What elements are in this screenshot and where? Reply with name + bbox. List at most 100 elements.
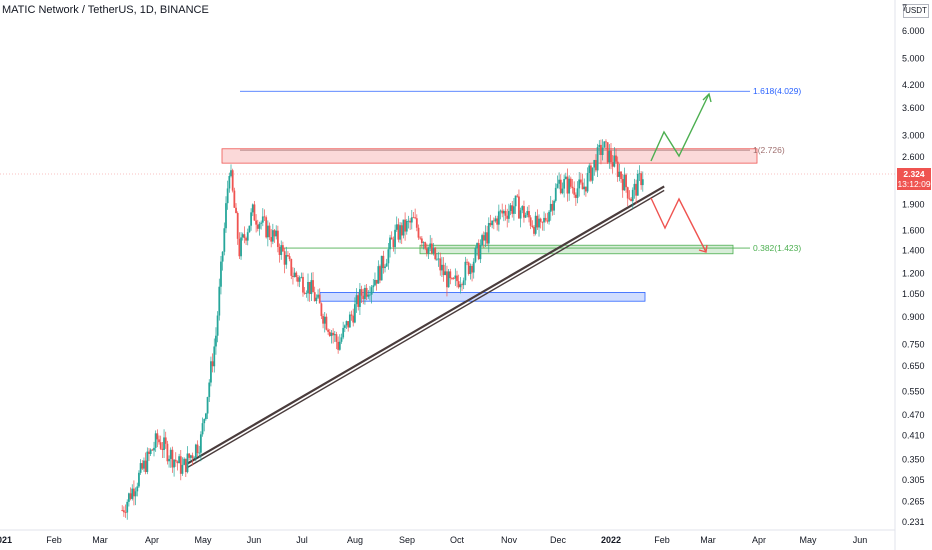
candle-body xyxy=(260,222,263,224)
candle-body xyxy=(402,219,405,236)
candle-body xyxy=(631,189,634,202)
candle-body xyxy=(523,206,525,218)
time-tick-label: Jun xyxy=(853,535,868,545)
candle-body xyxy=(437,258,440,260)
candle-body xyxy=(454,275,457,279)
candle-body xyxy=(173,459,175,468)
candle-body xyxy=(579,179,582,183)
candle-body xyxy=(502,210,505,214)
candle-body xyxy=(519,210,522,219)
candle-body xyxy=(317,294,319,298)
trendline-parallel xyxy=(185,189,665,469)
bearish-projection-arrow xyxy=(650,197,707,253)
candle-body xyxy=(255,220,258,225)
candle-body xyxy=(337,341,340,350)
candle-body xyxy=(372,285,375,288)
current-price-badge: 2.324 13:12:09 xyxy=(897,168,931,190)
candle-body xyxy=(600,144,602,155)
candle-body xyxy=(153,447,155,451)
candle-body xyxy=(578,179,581,189)
candle-body xyxy=(246,232,249,241)
candle-body xyxy=(266,225,269,238)
candle-body xyxy=(193,457,196,459)
candle-body xyxy=(333,334,336,336)
candle-body xyxy=(126,501,129,513)
candle-body xyxy=(536,215,539,228)
candle-body xyxy=(390,237,393,240)
time-tick-label: Nov xyxy=(501,535,518,545)
candle-body xyxy=(620,171,622,180)
candle-body xyxy=(148,451,150,454)
candle-body xyxy=(538,218,540,228)
candle-body xyxy=(544,217,547,221)
candle-body xyxy=(563,178,566,189)
candle-body xyxy=(533,226,535,234)
candle-body xyxy=(216,315,219,336)
candle-body xyxy=(248,225,251,233)
candle-body xyxy=(543,217,545,223)
candle-body xyxy=(151,449,154,451)
candle-body xyxy=(133,488,135,497)
candle-body xyxy=(161,448,164,450)
price-tick-label: 1.600 xyxy=(902,225,925,235)
candle-body xyxy=(295,272,298,278)
price-tick-label: 6.000 xyxy=(902,26,925,36)
zone-red xyxy=(221,148,758,164)
candle-body xyxy=(256,224,259,229)
candle-body xyxy=(449,271,452,279)
candle-body xyxy=(327,329,329,332)
candle-body xyxy=(564,176,567,179)
time-tick-label: Apr xyxy=(752,535,766,545)
candle-body xyxy=(590,165,592,181)
candle-body xyxy=(412,217,415,219)
candle-body xyxy=(559,179,562,194)
candle-body xyxy=(628,198,631,200)
candle-body xyxy=(164,437,167,444)
candle-body xyxy=(131,488,134,499)
candle-body xyxy=(364,287,366,299)
candle-body xyxy=(280,245,283,255)
candle-body xyxy=(623,174,626,191)
candle-body xyxy=(430,243,433,254)
currency-label[interactable]: USDT xyxy=(903,4,929,18)
time-tick-label: Feb xyxy=(654,535,670,545)
bearish-arrowhead xyxy=(698,244,708,253)
candle-body xyxy=(608,150,611,163)
time-tick-label: Jul xyxy=(296,535,308,545)
candle-body xyxy=(360,289,363,296)
candle-body xyxy=(141,463,144,469)
candle-body xyxy=(459,284,462,288)
current-price-value: 2.324 xyxy=(903,169,925,179)
candle-body xyxy=(551,203,554,211)
candle-body xyxy=(228,175,231,189)
candle-body xyxy=(290,259,293,276)
candle-body xyxy=(204,413,207,420)
candle-body xyxy=(432,247,435,254)
candle-body xyxy=(415,218,418,228)
price-tick-label: 0.550 xyxy=(902,386,925,396)
candle-body xyxy=(293,272,296,278)
projection-arrows xyxy=(650,92,712,253)
candles xyxy=(121,139,644,520)
candle-body xyxy=(236,213,239,239)
candle-body xyxy=(303,292,306,294)
candle-body xyxy=(127,493,130,502)
candle-body xyxy=(251,204,254,213)
candle-body xyxy=(191,455,194,459)
candle-body xyxy=(384,266,386,269)
candle-body xyxy=(424,242,427,249)
candle-body xyxy=(265,217,268,238)
candle-body xyxy=(399,225,401,240)
candle-body xyxy=(353,304,356,323)
candle-body xyxy=(223,228,226,252)
candle-body xyxy=(343,325,346,328)
candle-body xyxy=(507,211,510,219)
time-tick-label: Apr xyxy=(145,535,159,545)
candle-body xyxy=(487,223,490,244)
candle-body xyxy=(529,217,532,226)
candle-body xyxy=(250,212,252,226)
price-tick-label: 1.050 xyxy=(902,289,925,299)
candle-body xyxy=(417,227,420,238)
candle-body xyxy=(395,224,398,230)
